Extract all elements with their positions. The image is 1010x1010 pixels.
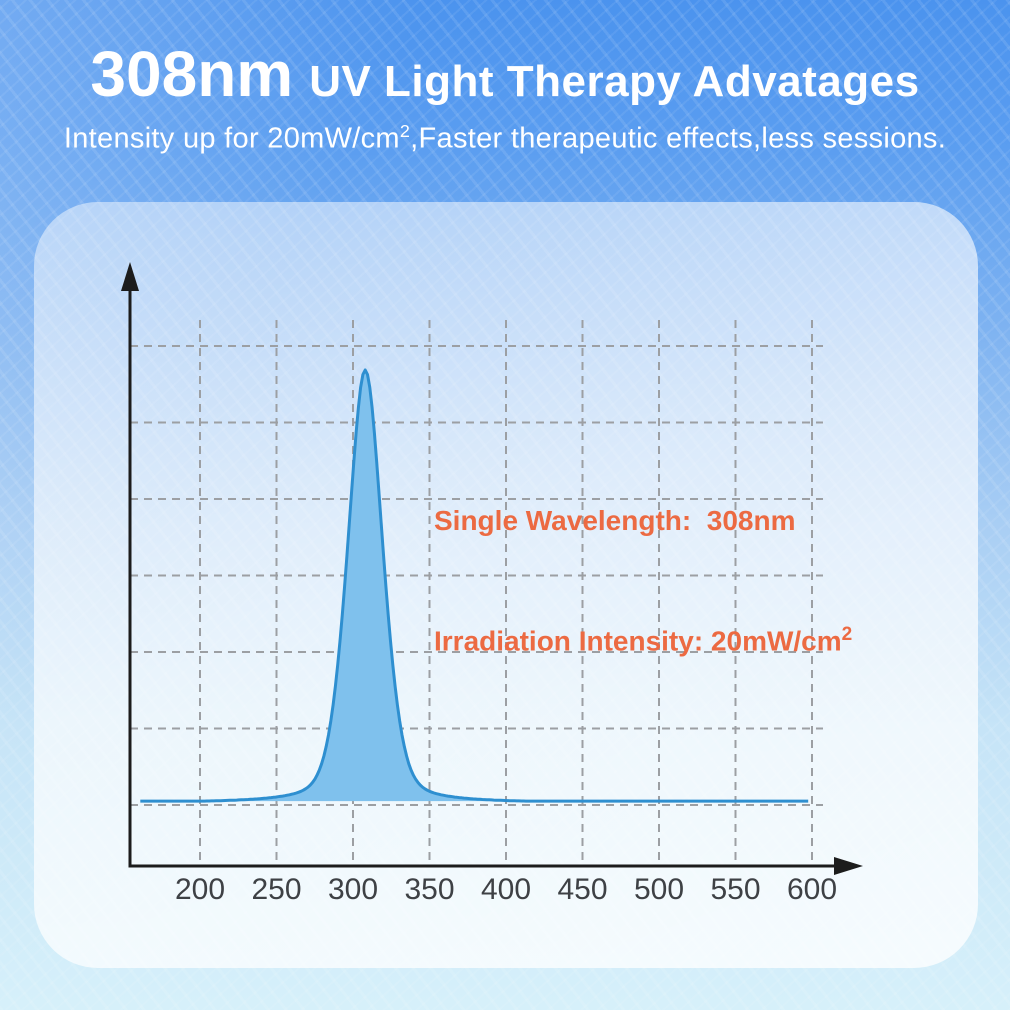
annotation-intensity: Irradiation Intensity: 20mW/cm2 (434, 616, 852, 660)
x-tick-label: 300 (328, 873, 378, 906)
header: 308nm UV Light Therapy Advatages Intensi… (0, 0, 1010, 156)
title-highlight: 308nm (90, 38, 294, 110)
x-tick-label: 350 (404, 873, 454, 906)
page-title: 308nm UV Light Therapy Advatages (0, 0, 1010, 106)
chart-annotation: Single Wavelength: 308nm Irradiation Int… (434, 426, 852, 736)
x-tick-label: 450 (557, 873, 607, 906)
annotation-intensity-text: Irradiation Intensity: 20mW/cm (434, 625, 842, 657)
x-tick-label: 250 (251, 873, 301, 906)
subtitle-superscript: 2 (399, 121, 411, 141)
x-tick-label: 200 (175, 873, 225, 906)
x-tick-label: 600 (787, 873, 837, 906)
x-tick-label: 500 (634, 873, 684, 906)
subtitle-prefix: Intensity up for 20mW/cm (63, 122, 400, 155)
x-axis-arrow-icon (834, 857, 863, 875)
annotation-wavelength: Single Wavelength: 308nm (434, 505, 796, 536)
x-tick-label: 400 (481, 873, 531, 906)
spectrum-peak-area (140, 368, 809, 803)
annotation-superscript: 2 (841, 624, 853, 645)
subtitle-suffix: ,Faster therapeutic effects,less session… (410, 122, 947, 155)
title-text: UV Light Therapy Advatages (309, 57, 920, 106)
y-axis-arrow-icon (121, 262, 139, 291)
x-tick-label: 550 (710, 873, 760, 906)
subtitle: Intensity up for 20mW/cm2,Faster therape… (0, 121, 1010, 156)
